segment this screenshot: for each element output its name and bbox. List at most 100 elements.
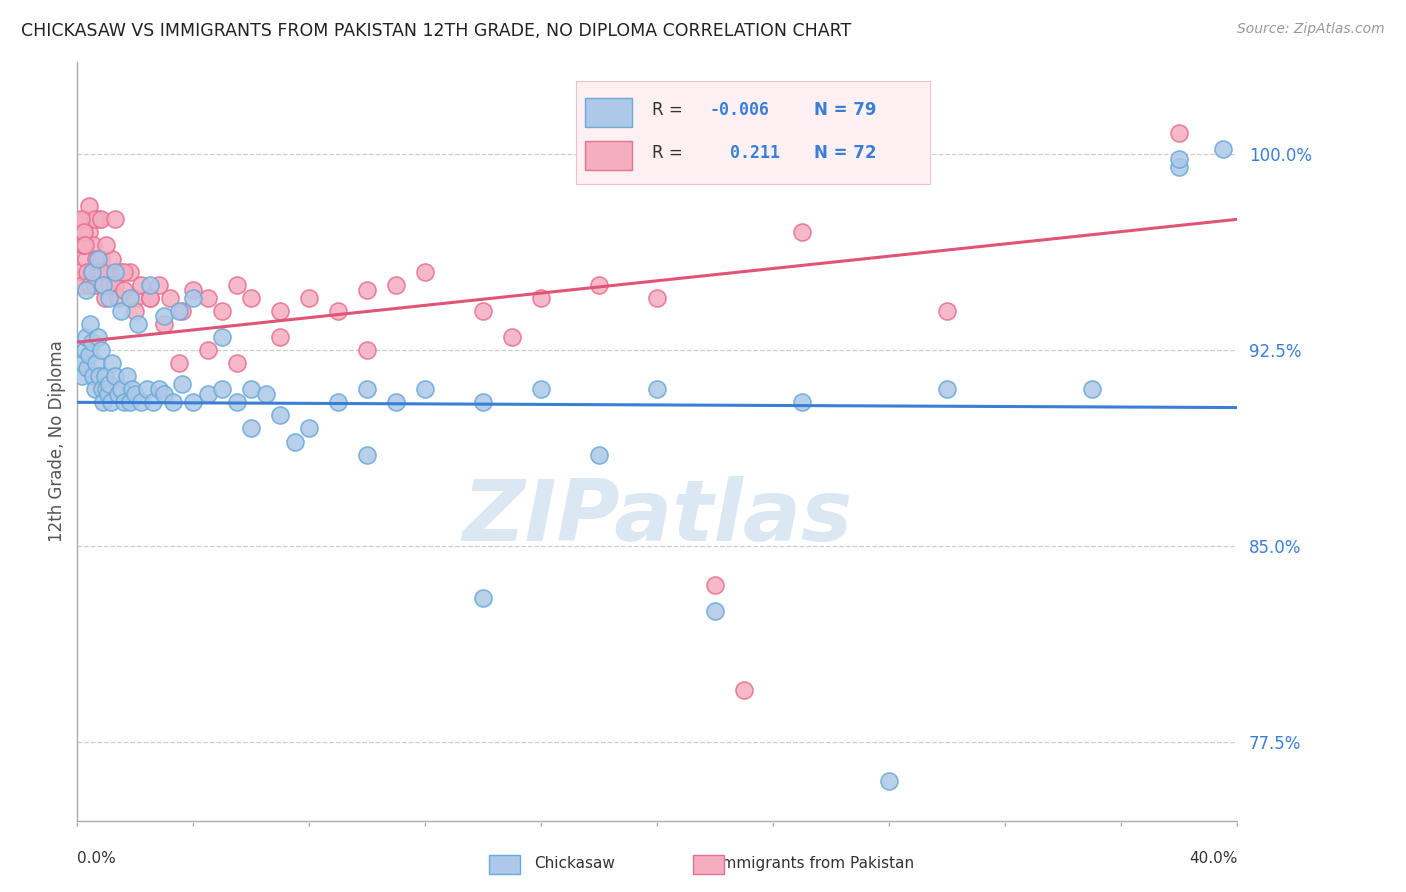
Point — [385, 395, 408, 409]
Point — [80, 335, 103, 350]
Point — [298, 291, 321, 305]
Point — [704, 578, 727, 592]
Text: -0.006: -0.006 — [710, 101, 769, 120]
Point — [328, 303, 350, 318]
Point — [80, 264, 103, 278]
Point — [77, 199, 100, 213]
Text: Chickasaw: Chickasaw — [534, 856, 616, 871]
Point — [413, 264, 436, 278]
Point — [127, 317, 149, 331]
Bar — [585, 98, 631, 127]
Point — [110, 264, 132, 278]
Point — [72, 238, 94, 252]
Point — [93, 277, 115, 292]
Point — [110, 303, 132, 318]
Point — [98, 377, 121, 392]
Point — [91, 264, 114, 278]
Point — [240, 382, 263, 396]
Point — [647, 291, 669, 305]
Point — [936, 382, 959, 396]
Text: N = 72: N = 72 — [814, 145, 876, 162]
Point — [98, 277, 121, 292]
Point — [96, 382, 118, 396]
Point — [86, 212, 108, 227]
Point — [167, 356, 190, 370]
Point — [70, 369, 93, 384]
Point — [153, 387, 176, 401]
Point — [101, 252, 124, 266]
Point — [77, 226, 100, 240]
Point — [183, 283, 205, 297]
Point — [80, 264, 103, 278]
Point — [1168, 152, 1191, 166]
Point — [356, 343, 378, 357]
Point — [225, 277, 247, 292]
Point — [197, 343, 219, 357]
Point — [148, 382, 170, 396]
Point — [87, 264, 110, 278]
Point — [84, 252, 107, 266]
Point — [90, 212, 111, 227]
Point — [72, 226, 94, 240]
Point — [104, 264, 127, 278]
Point — [75, 238, 97, 252]
Point — [588, 448, 610, 462]
Point — [647, 382, 669, 396]
Point — [70, 277, 93, 292]
Point — [121, 382, 143, 396]
Point — [82, 238, 104, 252]
Point — [112, 264, 135, 278]
Point — [472, 303, 495, 318]
Point — [118, 395, 141, 409]
Point — [98, 291, 121, 305]
Bar — [585, 141, 631, 170]
Point — [75, 252, 97, 266]
Point — [107, 387, 129, 401]
Point — [167, 303, 190, 318]
Point — [83, 382, 105, 396]
Point — [240, 421, 263, 435]
Point — [936, 303, 959, 318]
Point — [197, 387, 219, 401]
Point — [73, 212, 96, 227]
Point — [269, 303, 291, 318]
Point — [94, 369, 117, 384]
Point — [792, 395, 814, 409]
Point — [225, 356, 247, 370]
Point — [76, 361, 98, 376]
Point — [153, 309, 176, 323]
Point — [79, 277, 101, 292]
Point — [129, 277, 152, 292]
Point — [100, 395, 122, 409]
Point — [501, 330, 523, 344]
Point — [75, 283, 97, 297]
Point — [118, 264, 141, 278]
Text: N = 79: N = 79 — [814, 101, 876, 120]
Point — [530, 382, 553, 396]
Point — [1212, 142, 1234, 156]
Point — [76, 264, 98, 278]
Point — [79, 317, 101, 331]
Point — [225, 395, 247, 409]
Point — [72, 238, 94, 252]
Point — [86, 252, 108, 266]
Point — [472, 395, 495, 409]
Text: CHICKASAW VS IMMIGRANTS FROM PAKISTAN 12TH GRADE, NO DIPLOMA CORRELATION CHART: CHICKASAW VS IMMIGRANTS FROM PAKISTAN 12… — [21, 22, 852, 40]
Text: R =: R = — [651, 101, 688, 120]
Point — [82, 369, 104, 384]
Point — [139, 291, 162, 305]
Point — [104, 212, 127, 227]
Point — [269, 409, 291, 423]
Point — [413, 382, 436, 396]
Point — [72, 356, 94, 370]
Point — [110, 382, 132, 396]
Point — [472, 591, 495, 606]
Point — [211, 330, 233, 344]
Point — [86, 330, 108, 344]
Point — [115, 369, 138, 384]
Text: R =: R = — [651, 145, 688, 162]
Point — [129, 395, 152, 409]
Point — [97, 387, 120, 401]
Point — [101, 356, 124, 370]
Point — [269, 330, 291, 344]
